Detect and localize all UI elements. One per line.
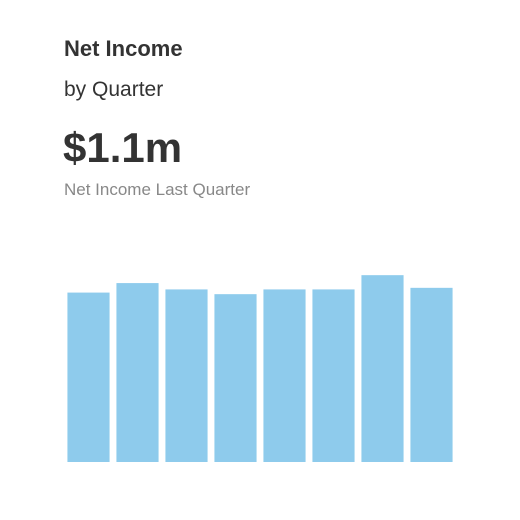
bar bbox=[312, 289, 355, 462]
widget-title: Net Income bbox=[64, 36, 183, 61]
bar bbox=[410, 287, 453, 462]
widget-subtitle: by Quarter bbox=[64, 78, 163, 101]
kpi-value: $1.1m bbox=[63, 124, 182, 171]
bar bbox=[116, 283, 159, 462]
bar bbox=[214, 294, 257, 462]
bar bbox=[165, 289, 208, 462]
bar bbox=[263, 289, 306, 462]
kpi-label: Net Income Last Quarter bbox=[64, 180, 250, 199]
bar bbox=[67, 292, 110, 462]
bar bbox=[361, 275, 404, 462]
